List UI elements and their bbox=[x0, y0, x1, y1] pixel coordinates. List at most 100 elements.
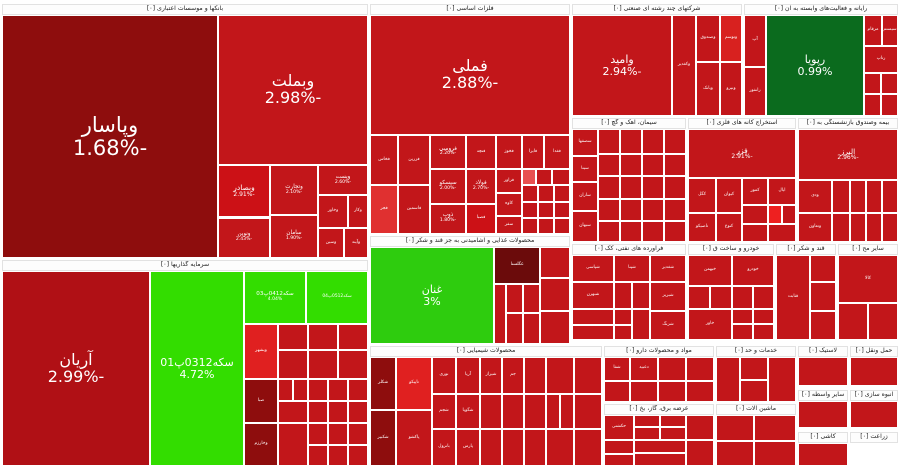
treemap-cell[interactable]: خمحرکه-0.90% bbox=[732, 308, 753, 325]
sector-header-basic-metals[interactable]: فلزات اساسی [۰] bbox=[370, 4, 570, 15]
treemap-cell[interactable]: ف1 bbox=[536, 169, 552, 186]
treemap-cell[interactable]: تاپرا-1.60% bbox=[716, 415, 754, 441]
treemap-cell[interactable]: کبافق-1.40% bbox=[742, 205, 768, 224]
treemap-cell[interactable]: وطلو-1.30% bbox=[338, 323, 368, 351]
treemap-cell[interactable]: وآتی-1.40% bbox=[866, 180, 882, 214]
treemap-cell[interactable]: وسین-1.80% bbox=[832, 180, 850, 214]
treemap-cell[interactable]: حسیر-1.80% bbox=[716, 357, 740, 402]
treemap-cell[interactable]: کرمان-0.80% bbox=[546, 394, 560, 429]
treemap-cell[interactable]: غگلستا-4.50% bbox=[494, 247, 540, 285]
treemap-cell[interactable]: رپویا 0.99% bbox=[766, 15, 864, 116]
treemap-cell[interactable]: نوری-2.40% bbox=[432, 357, 456, 395]
treemap-cell[interactable]: قنیشا-1.20% bbox=[810, 310, 836, 340]
sector-header-pharma[interactable]: مواد و محصولات دارو [۰] bbox=[604, 346, 714, 357]
treemap-cell[interactable]: شجم-2.20% bbox=[432, 394, 456, 429]
treemap-cell[interactable]: فخاس-2.40% bbox=[370, 134, 398, 186]
sector-header-misc3[interactable]: لاستیک [۰] bbox=[798, 346, 848, 357]
treemap-cell[interactable]: و6 bbox=[348, 401, 368, 424]
treemap-cell[interactable]: رتاپ-1.60% bbox=[864, 45, 898, 73]
sector-header-other-mfg[interactable]: سایر مح [۰] bbox=[838, 244, 898, 255]
treemap-cell[interactable]: تایرا-1.30% bbox=[754, 415, 796, 441]
treemap-cell[interactable]: فملی -2.88% bbox=[370, 15, 570, 135]
treemap-cell[interactable]: و3 bbox=[348, 378, 368, 401]
treemap-cell[interactable]: وامید -2.94% bbox=[572, 15, 672, 116]
treemap-cell[interactable]: ومعلم-1.60% bbox=[850, 180, 866, 214]
treemap-cell[interactable]: حتاید-1.50% bbox=[740, 357, 768, 380]
treemap-cell[interactable]: بجهرم-1.30% bbox=[660, 426, 686, 440]
treemap-cell[interactable]: غویتا-1.10% bbox=[540, 277, 570, 311]
treemap-cell[interactable]: شبندر-2.50% bbox=[632, 281, 650, 309]
treemap-cell[interactable]: پاکشو-1.80% bbox=[396, 410, 432, 466]
treemap-cell[interactable]: شاوان-2.20% bbox=[632, 308, 650, 340]
treemap-cell[interactable]: ف10 bbox=[538, 217, 554, 234]
treemap-cell[interactable]: وحکمت-1.10% bbox=[338, 350, 368, 379]
treemap-cell[interactable]: فغدا-1.80% bbox=[544, 134, 570, 170]
treemap-cell[interactable]: فزرین-2.10% bbox=[398, 134, 430, 186]
treemap-cell[interactable]: فخوز-2.30% bbox=[496, 134, 522, 170]
treemap-cell[interactable]: ف7 bbox=[538, 201, 554, 218]
treemap-cell[interactable]: غپینو-1.70% bbox=[506, 313, 523, 344]
treemap-cell[interactable]: دلر-0.90% bbox=[686, 380, 714, 402]
treemap-cell[interactable]: وسپه-1.60% bbox=[278, 378, 293, 401]
treemap-cell[interactable]: رانفور-1.70% bbox=[744, 66, 766, 116]
sector-header-mining[interactable]: استخراج کانه های فلزی [۰] bbox=[688, 118, 796, 129]
sector-header-power[interactable]: عرضه برق، گاز، بخ [۰] bbox=[604, 404, 714, 415]
treemap-cell[interactable]: غشان-1.50% bbox=[523, 313, 540, 344]
treemap-cell[interactable]: سهرمز-0.90% bbox=[598, 176, 620, 199]
treemap-cell[interactable]: ف4 bbox=[538, 185, 554, 202]
treemap-cell[interactable]: فایرا-2.00% bbox=[522, 134, 544, 170]
treemap-cell[interactable]: ف3 bbox=[522, 185, 538, 202]
treemap-cell[interactable]: شگویا-2.00% bbox=[456, 394, 480, 429]
treemap-cell[interactable]: شبریز-1.60% bbox=[650, 281, 686, 311]
treemap-cell[interactable]: پکرمان-1.40% bbox=[798, 357, 848, 386]
treemap-cell[interactable]: ونوین -2.43% bbox=[218, 217, 270, 258]
treemap-cell[interactable]: سشرق-1.60% bbox=[642, 129, 664, 154]
treemap-cell[interactable]: شکبیر-2.00% bbox=[370, 410, 396, 466]
treemap-cell[interactable]: شلرد-0.70% bbox=[560, 394, 574, 429]
treemap-cell[interactable]: وهور-1.60% bbox=[838, 302, 868, 340]
treemap-cell[interactable]: شتران-2.00% bbox=[614, 308, 632, 326]
treemap-cell[interactable]: ستران-2.00% bbox=[598, 129, 620, 154]
treemap-cell[interactable]: تاپیکو-2.10% bbox=[396, 357, 432, 411]
sector-header-investments[interactable]: سرمایه گذاریها [۰] bbox=[2, 260, 368, 271]
treemap-cell[interactable]: جم-2.10% bbox=[502, 357, 524, 395]
treemap-cell[interactable]: وکار-1.40% bbox=[348, 195, 368, 228]
treemap-cell[interactable]: خبهمن-2.40% bbox=[688, 255, 732, 287]
treemap-cell[interactable]: وآسیا-1.00% bbox=[832, 213, 850, 242]
treemap-cell[interactable]: شدوص-0.50% bbox=[574, 357, 602, 395]
treemap-cell[interactable]: و8 bbox=[328, 423, 348, 445]
treemap-cell[interactable]: شخارک-1.60% bbox=[480, 428, 502, 466]
treemap-cell[interactable]: خزامیا-1.50% bbox=[732, 286, 753, 309]
treemap-cell[interactable]: حفاری-1.20% bbox=[740, 379, 768, 402]
treemap-cell[interactable]: سامان -1.90% bbox=[270, 215, 318, 258]
treemap-cell[interactable]: سخاش-0.20% bbox=[642, 221, 664, 242]
treemap-cell[interactable]: خاور-1.10% bbox=[688, 308, 732, 340]
treemap-cell[interactable]: شسینا-0.60% bbox=[546, 428, 574, 466]
treemap-cell[interactable]: وصندوق-2.10% bbox=[696, 15, 720, 63]
treemap-cell[interactable]: وبملت -2.98% bbox=[218, 15, 368, 165]
treemap-cell[interactable]: فروسی -2.20% bbox=[430, 134, 466, 170]
sector-header-misc8[interactable]: زراعت [۰] bbox=[850, 432, 898, 443]
treemap-cell[interactable]: شپاسی-2.40% bbox=[572, 255, 614, 282]
treemap-cell[interactable]: ف6 bbox=[522, 201, 538, 218]
treemap-cell[interactable]: پارس-1.70% bbox=[456, 428, 480, 466]
treemap-cell[interactable]: امید-1.10% bbox=[604, 439, 634, 455]
sector-header-misc6[interactable]: انبوه سازی [۰] bbox=[850, 390, 898, 401]
treemap-cell[interactable]: کاوه-1.90% bbox=[496, 193, 522, 216]
treemap-cell[interactable]: شرانل-1.80% bbox=[572, 308, 614, 326]
treemap-cell[interactable]: بکهنوج-0.60% bbox=[634, 452, 686, 466]
treemap-cell[interactable]: سکه0512پ044.10% bbox=[306, 271, 368, 324]
treemap-cell[interactable]: و4 bbox=[308, 401, 328, 424]
treemap-cell[interactable]: فصبا-1.60% bbox=[466, 203, 496, 234]
treemap-cell[interactable]: خمهر-0.60% bbox=[732, 324, 753, 340]
treemap-cell[interactable]: سبهان-1.50% bbox=[572, 211, 598, 242]
treemap-cell[interactable]: قزوین-1.80% bbox=[810, 255, 836, 282]
treemap-cell[interactable]: دسینا-1.50% bbox=[658, 357, 686, 381]
treemap-cell[interactable]: لپارس-1.10% bbox=[798, 401, 848, 428]
treemap-cell[interactable]: دکوثر-1.70% bbox=[630, 380, 658, 402]
treemap-cell[interactable]: ف8 bbox=[554, 201, 570, 218]
treemap-cell[interactable]: فنچه-2.50% bbox=[466, 134, 496, 170]
treemap-cell[interactable]: کساوه-0.50% bbox=[798, 443, 848, 466]
